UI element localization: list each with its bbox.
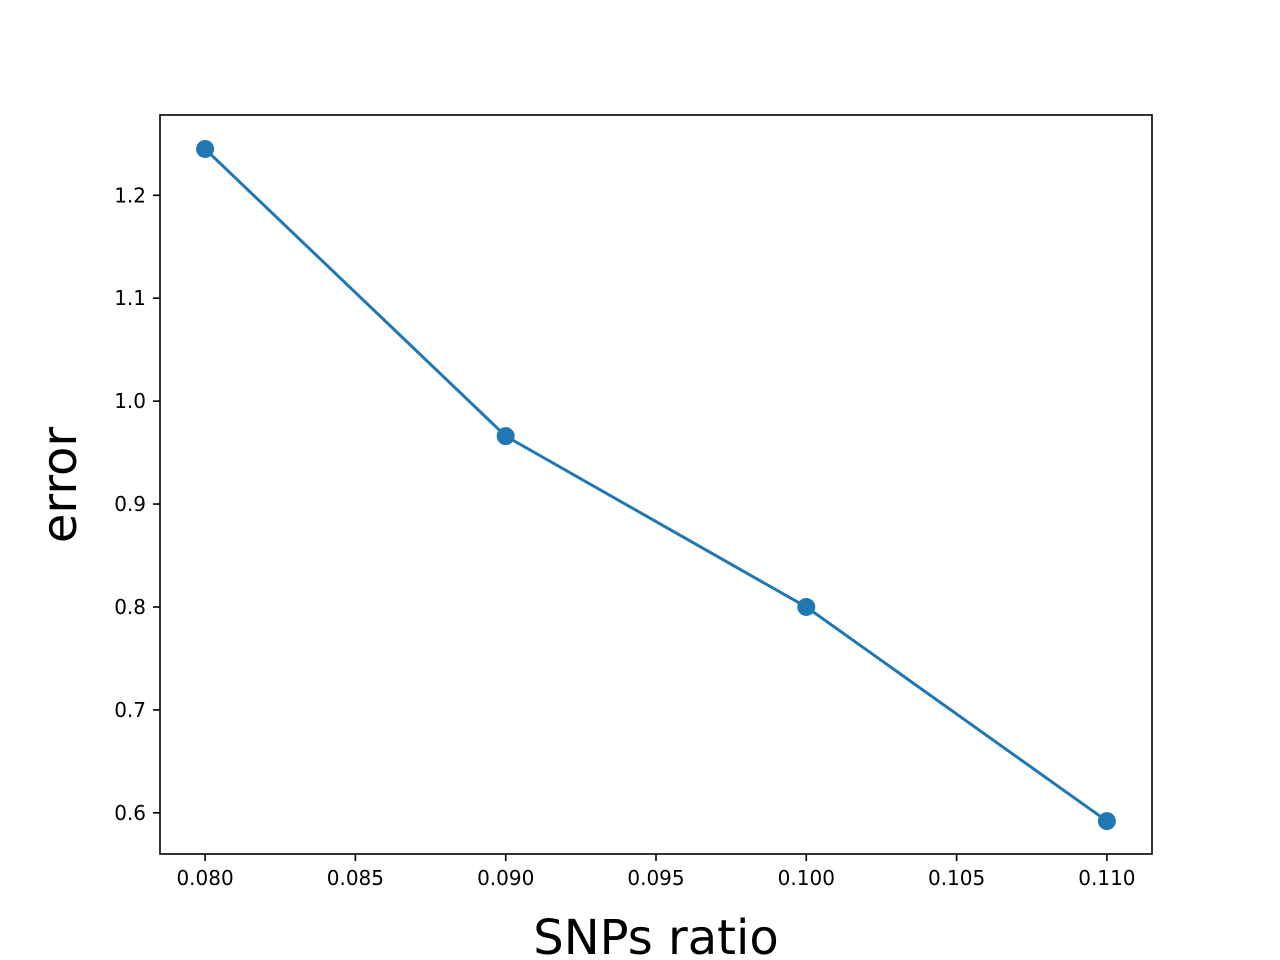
data-point — [1097, 812, 1116, 831]
data-point — [196, 139, 215, 158]
x-tick-label: 0.080 — [176, 866, 233, 890]
y-tick-label: 0.6 — [114, 801, 146, 825]
y-tick-label: 0.9 — [114, 492, 146, 516]
y-axis: 0.6 0.7 0.8 0.9 1.0 1.1 1.2 — [114, 183, 160, 825]
plot-frame — [159, 114, 1153, 855]
x-tick-label: 0.090 — [477, 866, 534, 890]
x-tick-label: 0.100 — [778, 866, 835, 890]
x-tick-label: 0.085 — [327, 866, 384, 890]
x-tick-label: 0.110 — [1078, 866, 1135, 890]
plot-area — [160, 115, 1152, 854]
data-point — [496, 427, 515, 446]
x-axis-title: SNPs ratio — [533, 910, 778, 960]
y-tick-label: 1.2 — [114, 183, 146, 207]
data-point — [797, 597, 816, 616]
y-tick-label: 1.0 — [114, 389, 146, 413]
series-layer — [196, 139, 1116, 831]
x-tick-label: 0.095 — [627, 866, 684, 890]
y-axis-title: error — [32, 427, 88, 543]
x-axis: 0.080 0.085 0.090 0.095 0.100 0.105 0.110 — [176, 854, 1136, 890]
y-tick-label: 0.7 — [114, 698, 146, 722]
series-line — [202, 146, 1110, 824]
y-tick-label: 1.1 — [114, 286, 146, 310]
x-tick-label: 0.105 — [928, 866, 985, 890]
y-tick-label: 0.8 — [114, 595, 146, 619]
